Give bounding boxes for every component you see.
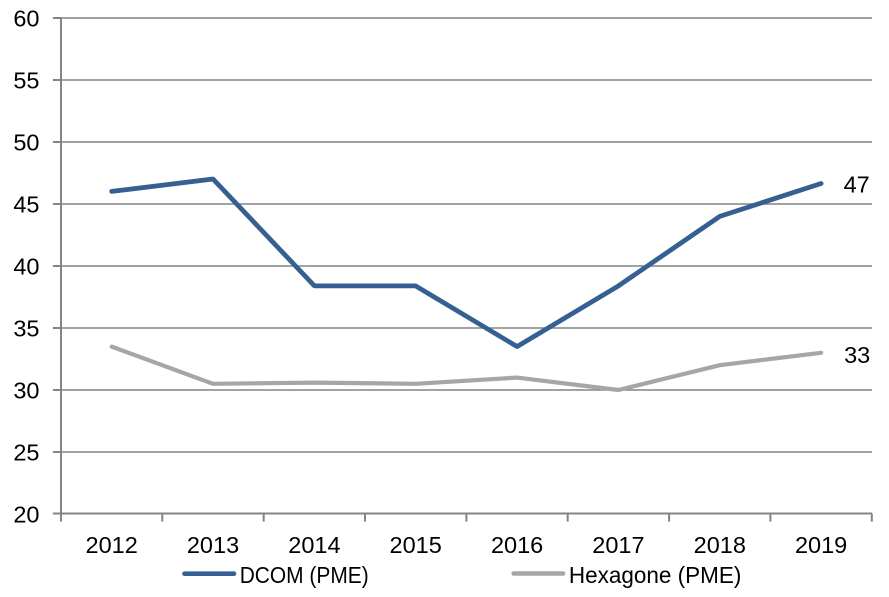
svg-text:50: 50 [13,130,39,156]
svg-text:2015: 2015 [390,532,442,558]
svg-text:DCOM (PME): DCOM (PME) [240,562,369,588]
svg-text:2014: 2014 [288,532,340,558]
svg-text:2016: 2016 [491,532,543,558]
svg-text:2012: 2012 [86,532,138,558]
svg-text:2013: 2013 [187,532,239,558]
svg-text:Hexagone (PME): Hexagone (PME) [569,562,742,588]
svg-text:45: 45 [13,192,39,218]
svg-text:30: 30 [13,378,39,404]
svg-text:60: 60 [13,6,39,32]
svg-text:25: 25 [13,440,39,466]
svg-text:40: 40 [13,254,39,280]
svg-text:2017: 2017 [592,532,644,558]
svg-text:47: 47 [844,171,870,197]
svg-text:35: 35 [13,316,39,342]
svg-text:2019: 2019 [795,532,847,558]
svg-text:20: 20 [13,502,39,528]
svg-text:2018: 2018 [694,532,746,558]
svg-text:33: 33 [844,342,870,368]
svg-text:55: 55 [13,68,39,94]
